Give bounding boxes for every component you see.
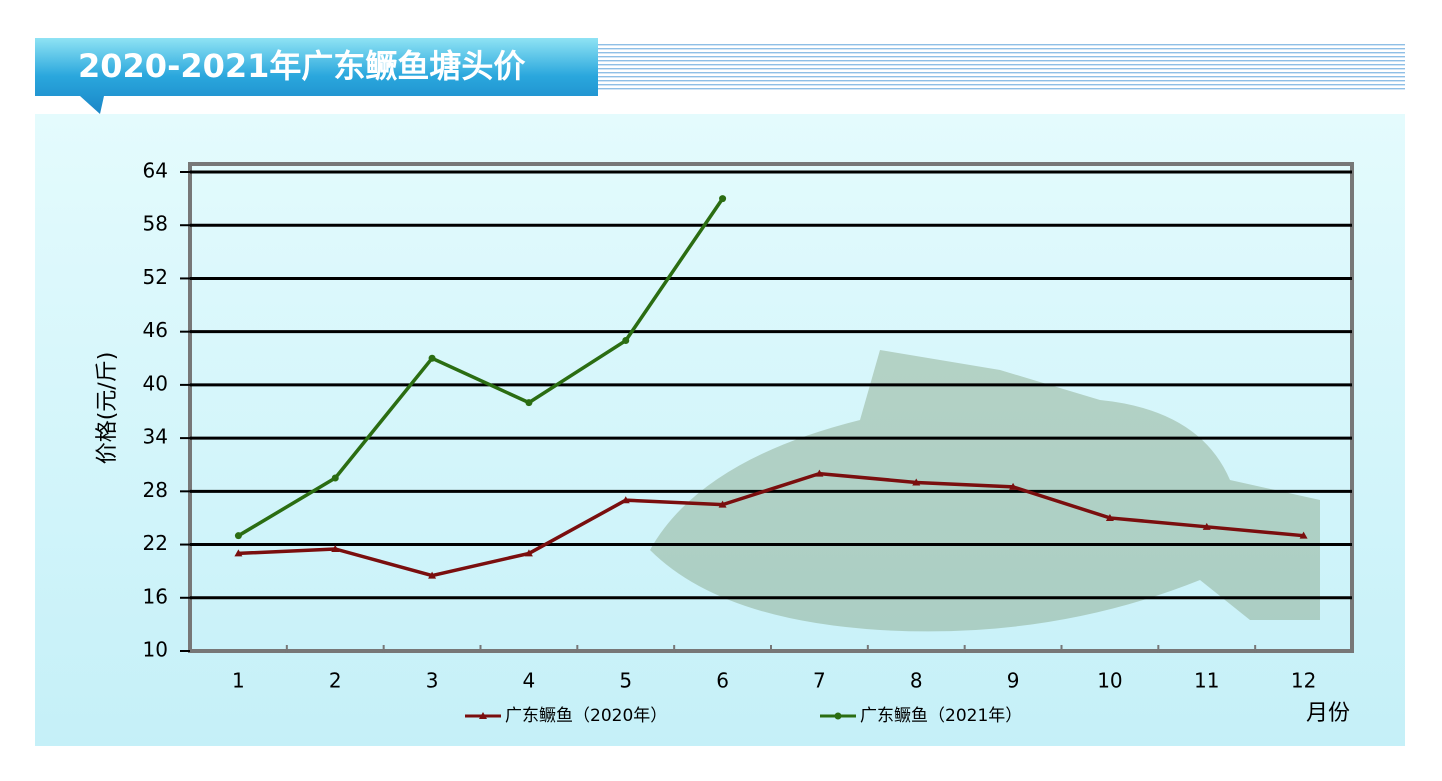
y-tick-label: 40 bbox=[143, 371, 168, 395]
marker bbox=[234, 532, 242, 540]
marker bbox=[525, 399, 533, 407]
marker bbox=[428, 354, 436, 362]
x-tick-label: 10 bbox=[1097, 669, 1122, 693]
x-tick-label: 2 bbox=[329, 669, 342, 693]
chart-panel bbox=[35, 114, 1405, 746]
series-line bbox=[238, 471, 1304, 578]
marker bbox=[1009, 482, 1018, 490]
marker bbox=[912, 478, 921, 486]
series-line bbox=[237, 197, 725, 538]
title-banner bbox=[35, 38, 598, 114]
y-tick-label: 58 bbox=[143, 212, 168, 236]
y-tick-label: 16 bbox=[143, 584, 168, 608]
x-tick-label: 6 bbox=[716, 669, 729, 693]
marker bbox=[719, 195, 727, 203]
x-tick-label: 1 bbox=[232, 669, 245, 693]
y-tick-label: 64 bbox=[143, 159, 168, 183]
marker bbox=[428, 571, 437, 579]
marker bbox=[718, 500, 727, 508]
marker bbox=[479, 712, 487, 719]
y-tick-label: 34 bbox=[143, 425, 168, 449]
marker bbox=[621, 496, 630, 504]
y-tick-label: 10 bbox=[143, 638, 168, 662]
marker bbox=[1105, 513, 1114, 521]
marker bbox=[524, 549, 533, 557]
marker bbox=[834, 712, 842, 720]
x-tick-label: 9 bbox=[1007, 669, 1020, 693]
y-tick-label: 22 bbox=[143, 531, 168, 555]
marker bbox=[1202, 522, 1211, 530]
x-tick-label: 8 bbox=[910, 669, 923, 693]
banner-stripes bbox=[598, 42, 1405, 92]
y-tick-label: 52 bbox=[143, 265, 168, 289]
marker bbox=[1299, 531, 1308, 539]
marker bbox=[622, 337, 630, 345]
x-tick-label: 3 bbox=[426, 669, 439, 693]
marker bbox=[331, 474, 339, 482]
legend-label: 广东鳜鱼（2021年） bbox=[860, 706, 1022, 726]
y-axis-label: 价格(元/斤) bbox=[95, 352, 120, 465]
x-tick-label: 12 bbox=[1291, 669, 1316, 693]
x-tick-label: 4 bbox=[523, 669, 536, 693]
chart-title: 2020-2021年广东鳜鱼塘头价 bbox=[78, 47, 525, 85]
y-tick-label: 46 bbox=[143, 318, 168, 342]
x-tick-label: 7 bbox=[813, 669, 826, 693]
marker bbox=[815, 469, 824, 477]
legend-label: 广东鳜鱼（2020年） bbox=[505, 706, 667, 726]
x-tick-label: 11 bbox=[1194, 669, 1219, 693]
y-tick-label: 28 bbox=[143, 478, 168, 502]
marker bbox=[331, 544, 340, 552]
marker bbox=[234, 549, 243, 557]
x-tick-label: 5 bbox=[619, 669, 632, 693]
x-axis-label: 月份 bbox=[1306, 701, 1350, 726]
